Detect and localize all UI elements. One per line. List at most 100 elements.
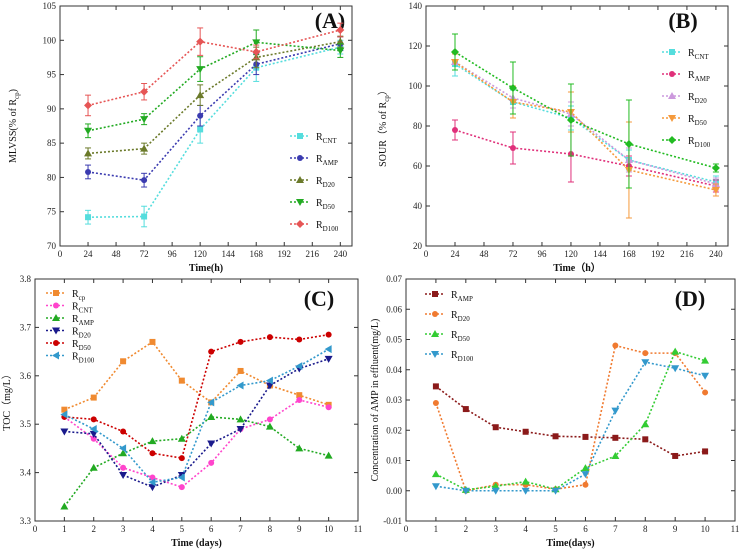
series-line — [64, 358, 329, 488]
x-tick-label: 168 — [622, 249, 636, 259]
legend-entry-d20: RD20 — [290, 176, 335, 189]
legend-entry-cnt: RCNT — [662, 48, 709, 61]
x-tick-label: 72 — [140, 249, 149, 259]
data-point — [208, 459, 215, 466]
series-line — [454, 63, 717, 183]
data-point — [671, 347, 680, 355]
series-d100 — [60, 345, 332, 487]
series-line — [64, 340, 329, 411]
data-point — [197, 112, 204, 119]
data-point — [324, 345, 332, 354]
series-line — [64, 333, 329, 459]
data-point — [701, 372, 710, 380]
legend-marker — [669, 71, 675, 77]
x-tick-label: 6 — [209, 524, 214, 534]
legend-marker — [53, 302, 59, 309]
y-tick-label: 90 — [47, 104, 57, 114]
y-tick-label: 40 — [413, 201, 423, 211]
legend-marker — [52, 327, 60, 335]
x-axis-label: Time (days) — [171, 538, 222, 549]
data-point — [325, 331, 332, 338]
legend-label: RD100 — [316, 220, 339, 233]
x-tick-label: 10 — [324, 524, 334, 534]
x-tick-label: 240 — [709, 249, 723, 259]
y-tick-label: 105 — [43, 1, 57, 11]
legend-marker — [432, 291, 438, 297]
data-point — [266, 334, 273, 341]
panel-label: (B) — [668, 8, 697, 33]
y-tick-label: 3.7 — [20, 322, 32, 332]
legend-label: RD20 — [316, 176, 335, 189]
data-point — [252, 39, 261, 47]
x-tick-label: 144 — [593, 249, 607, 259]
y-tick-label: 140 — [409, 1, 423, 11]
legend-entry-d100: RD100 — [662, 136, 711, 149]
series-line — [87, 42, 341, 182]
y-tick-label: 3.3 — [20, 516, 32, 526]
data-point — [492, 424, 499, 431]
x-tick-label: 11 — [731, 524, 739, 534]
data-point — [178, 377, 185, 384]
series-line — [435, 344, 706, 492]
legend-marker — [432, 311, 438, 317]
data-point — [60, 428, 69, 436]
legend-entry-amp: RAMP — [290, 154, 338, 167]
data-point — [178, 484, 185, 491]
data-point — [566, 116, 575, 124]
x-tick-label: 192 — [278, 249, 292, 259]
legend-marker — [53, 340, 59, 346]
legend-label: RCNT — [72, 302, 93, 315]
data-point — [581, 471, 590, 479]
data-point — [265, 376, 273, 385]
x-tick-label: 0 — [33, 524, 38, 534]
legend-marker — [53, 290, 59, 296]
x-tick-label: 1 — [434, 524, 439, 534]
data-point — [89, 425, 97, 434]
x-tick-label: 96 — [537, 249, 547, 259]
x-tick-label: 1 — [62, 524, 67, 534]
series-cnt — [85, 39, 344, 228]
data-point — [641, 420, 650, 428]
legend-marker — [52, 351, 59, 360]
data-point — [61, 406, 68, 413]
series-amp — [60, 412, 333, 510]
data-point — [711, 164, 720, 172]
legend-entry-d20: RD20 — [425, 310, 470, 323]
y-tick-label: -0.01 — [383, 516, 402, 526]
y-tick-label: 0.03 — [386, 395, 402, 405]
series-d20 — [432, 342, 709, 494]
y-axis-label: MLVSS(% of Rcp) — [8, 89, 21, 163]
data-point — [711, 187, 720, 194]
data-point — [642, 436, 649, 443]
panel-label: (C) — [304, 286, 335, 311]
legend-marker — [296, 220, 304, 228]
x-tick-label: 5 — [180, 524, 185, 534]
data-point — [236, 415, 245, 423]
y-tick-label: 3.8 — [20, 274, 32, 284]
series-d100 — [84, 22, 345, 117]
data-point — [296, 336, 303, 343]
data-point — [252, 47, 261, 56]
data-point — [148, 478, 156, 487]
x-tick-label: 48 — [112, 249, 122, 259]
x-tick-label: 10 — [701, 524, 711, 534]
legend-entry-d50: RD50 — [46, 339, 91, 352]
data-point — [702, 448, 709, 455]
y-tick-label: 20 — [413, 241, 423, 251]
legend-marker — [296, 176, 304, 183]
x-tick-label: 9 — [673, 524, 678, 534]
data-point — [582, 481, 589, 488]
data-point — [509, 145, 516, 151]
panel-d: 0 1 2 3 4 5 6 7 8 9 10 11 -0.01 0.00 0.01 0.02 0.03 0.04 0… — [370, 274, 739, 549]
series-cnt — [61, 397, 332, 491]
plot-frame — [425, 5, 729, 247]
panel-a: 0 24 48 72 96 120 144 168 192 216 240 70 75 80 85 90 95 1… — [8, 1, 353, 274]
data-point — [265, 382, 274, 390]
data-point — [552, 433, 559, 440]
data-point — [197, 126, 204, 133]
x-tick-label: 120 — [564, 249, 578, 259]
data-point — [196, 37, 205, 46]
y-tick-label: 0.04 — [386, 365, 402, 375]
x-tick-label: 96 — [168, 249, 178, 259]
y-tick-label: 75 — [47, 207, 57, 217]
